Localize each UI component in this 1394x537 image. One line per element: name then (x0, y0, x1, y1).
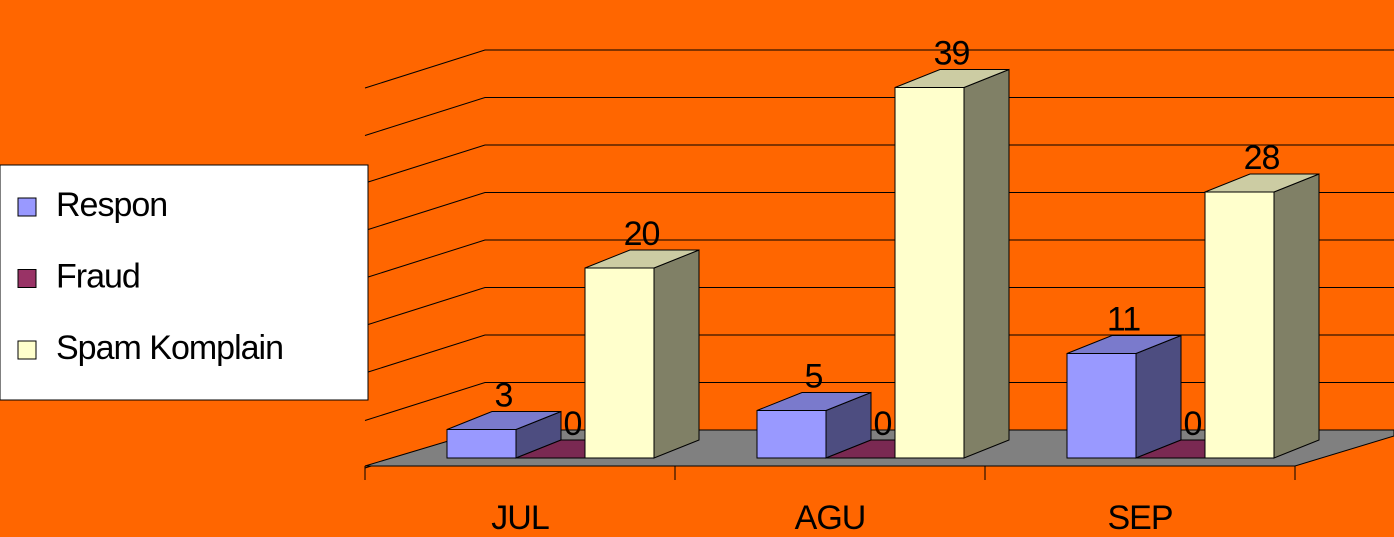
legend-swatch (17, 269, 37, 288)
grid-line (364, 192, 1394, 231)
legend-label: Fraud (56, 257, 140, 295)
legend-label: Respon (56, 186, 167, 224)
bar (1066, 334, 1182, 459)
grid-line (364, 49, 1394, 89)
grid-line (364, 97, 1394, 136)
grid-line (364, 334, 1394, 374)
data-label: 20 (624, 215, 660, 253)
legend-swatch (17, 197, 37, 217)
data-label: 39 (934, 34, 970, 72)
legend-box (0, 164, 369, 401)
bar-side (963, 68, 1010, 459)
bar-front (756, 410, 827, 459)
data-label: 5 (805, 357, 823, 395)
x-tick-label: JUL (491, 499, 549, 537)
bar (756, 391, 872, 459)
bar-front (1066, 353, 1137, 459)
legend-label: Spam Komplain (56, 329, 283, 367)
grid-line (364, 239, 1394, 279)
bar-side (1273, 173, 1320, 459)
x-tick-label: SEP (1107, 499, 1172, 537)
grid-line (364, 144, 1394, 184)
bar-side (1135, 334, 1182, 459)
bar (446, 410, 562, 459)
bar (584, 249, 700, 459)
data-label: 0 (564, 405, 582, 443)
bar-front (584, 267, 655, 459)
bar (1204, 173, 1320, 459)
bar-side (653, 249, 700, 459)
data-label: 0 (1184, 405, 1202, 443)
bar-front (446, 429, 517, 459)
legend: Respon Fraud Spam Komplain (0, 164, 369, 401)
grid-line (364, 287, 1394, 326)
legend-swatch (17, 340, 37, 360)
data-label: 11 (1107, 300, 1140, 338)
bars: 3 0 20 5 0 39 11 0 28 (446, 34, 1320, 459)
x-tick-label: AGU (795, 499, 866, 537)
data-label: 3 (495, 376, 513, 414)
bar (894, 68, 1010, 459)
bar-front (894, 87, 965, 459)
bar-front (1204, 191, 1275, 459)
data-label: 28 (1244, 139, 1280, 177)
data-label: 0 (874, 405, 892, 443)
x-axis: JUL AGU SEP (364, 465, 1296, 537)
